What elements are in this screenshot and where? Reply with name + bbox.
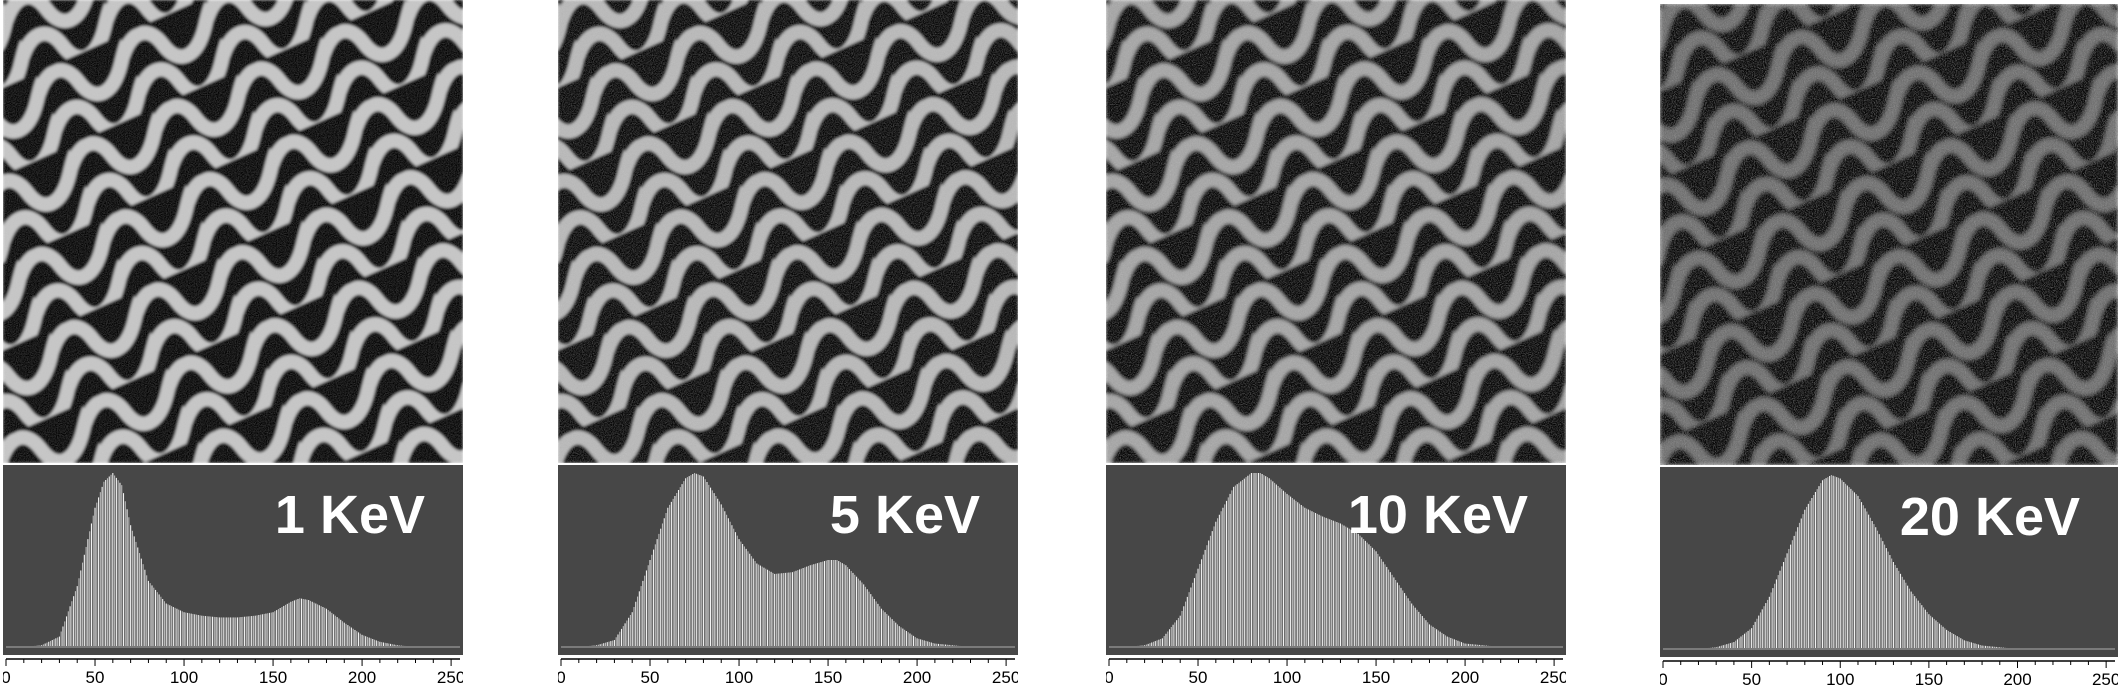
energy-label: 5 KeV <box>830 485 980 545</box>
histogram-background <box>558 465 1018 655</box>
x-tick-label: 200 <box>348 668 376 687</box>
x-tick-label: 250 <box>2092 670 2118 689</box>
x-tick-label: 150 <box>259 668 287 687</box>
x-axis: 0 50 100 150 200 250 <box>3 658 463 687</box>
x-tick-label: 50 <box>641 668 660 687</box>
x-tick-label: 100 <box>725 668 753 687</box>
intensity-histogram: 20 KeV <box>1660 467 2118 657</box>
x-tick-label: 250 <box>992 668 1018 687</box>
x-tick-label: 100 <box>1826 670 1854 689</box>
x-tick-label: 50 <box>1742 670 1761 689</box>
panel-4: 20 KeV 0 50 100 150 200 250 <box>1660 0 2118 689</box>
micrograph-texture <box>558 0 1018 463</box>
x-tick-label: 0 <box>1106 668 1114 687</box>
x-tick-label: 100 <box>1273 668 1301 687</box>
intensity-histogram: 10 KeV <box>1106 465 1566 655</box>
x-tick-label: 50 <box>86 668 105 687</box>
x-axis: 0 50 100 150 200 250 <box>558 658 1018 687</box>
histogram-bars <box>25 473 415 647</box>
histogram-background <box>1660 467 2118 657</box>
sem-micrograph <box>3 0 463 463</box>
x-tick-label: 200 <box>1451 668 1479 687</box>
panel-2: 5 KeV 0 50 100 150 200 250 <box>558 0 1018 688</box>
intensity-histogram: 1 KeV <box>3 465 463 655</box>
x-tick-label: 250 <box>437 668 463 687</box>
energy-label: 10 KeV <box>1348 485 1528 545</box>
x-tick-label: 150 <box>814 668 842 687</box>
x-tick-label: 0 <box>1660 670 1668 689</box>
energy-label: 1 KeV <box>275 485 425 545</box>
x-tick-label: 50 <box>1189 668 1208 687</box>
panel-1: 1 KeV 0 50 100 150 200 250 <box>3 0 463 688</box>
sem-micrograph <box>1660 4 2118 465</box>
intensity-histogram: 5 KeV <box>558 465 1018 655</box>
x-axis: 0 50 100 150 200 250 <box>1106 658 1566 687</box>
x-tick-label: 100 <box>170 668 198 687</box>
x-axis: 0 50 100 150 200 250 <box>1660 660 2118 689</box>
histogram-bars <box>1128 473 1500 647</box>
energy-label: 20 KeV <box>1900 487 2080 547</box>
histogram-background <box>1106 465 1566 655</box>
x-tick-label: 200 <box>2003 670 2031 689</box>
x-tick-label: 0 <box>558 668 566 687</box>
histogram-background <box>3 465 463 655</box>
sem-micrograph <box>558 0 1018 463</box>
panel-3: 10 KeV 0 50 100 150 200 250 <box>1106 0 1566 688</box>
micrograph-texture <box>1106 0 1566 463</box>
micrograph-texture <box>1660 4 2118 465</box>
x-tick-label: 200 <box>903 668 931 687</box>
x-tick-label: 250 <box>1540 668 1566 687</box>
sem-micrograph <box>1106 0 1566 463</box>
x-tick-label: 150 <box>1362 668 1390 687</box>
micrograph-texture <box>3 0 463 463</box>
x-tick-label: 0 <box>3 668 11 687</box>
histogram-bars <box>1699 475 2017 649</box>
x-tick-label: 150 <box>1915 670 1943 689</box>
